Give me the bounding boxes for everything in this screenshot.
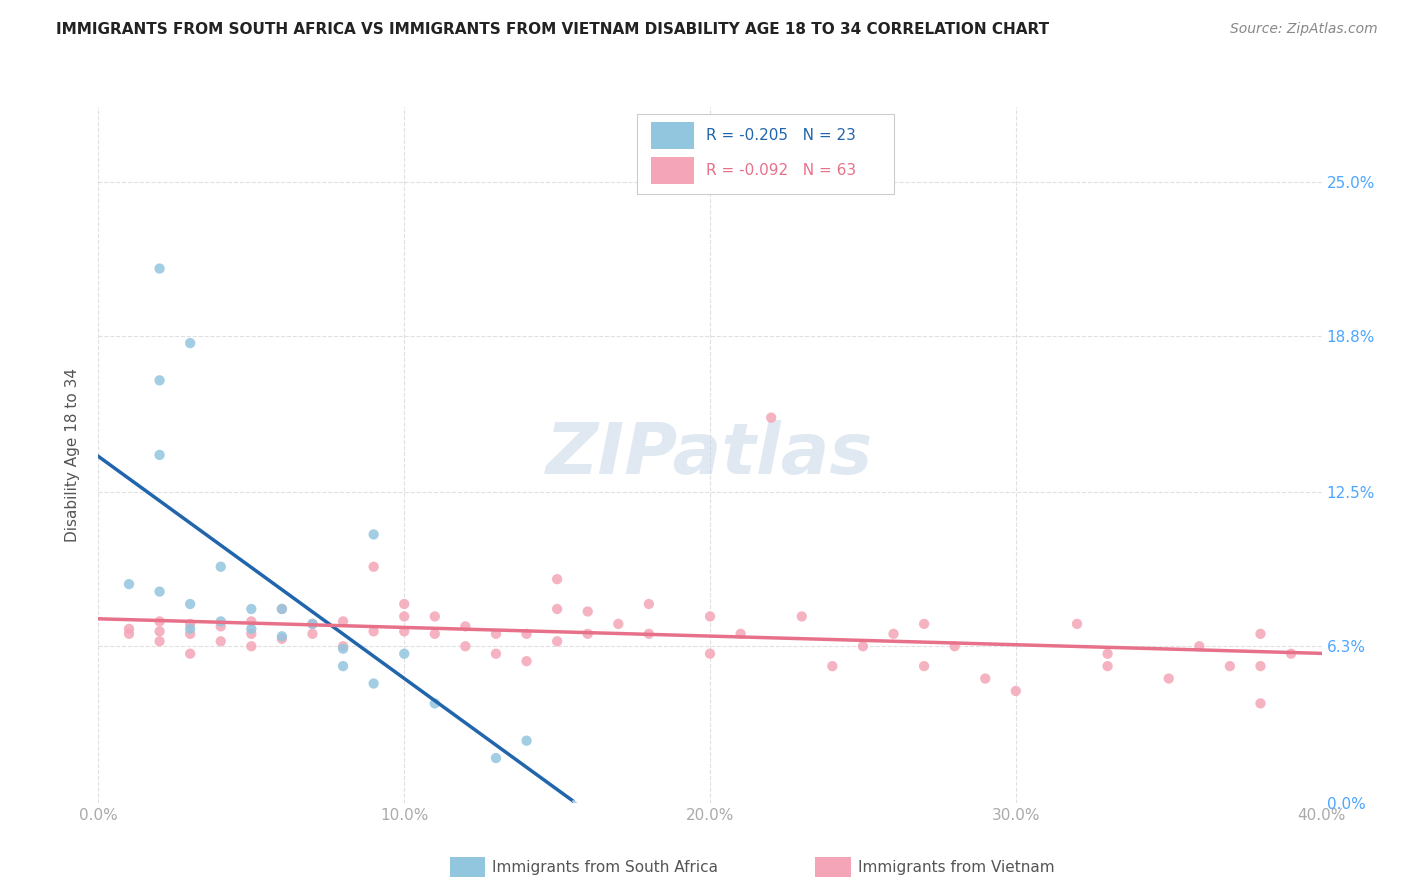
Text: Immigrants from South Africa: Immigrants from South Africa <box>492 860 718 874</box>
Point <box>730 627 752 641</box>
Point <box>301 616 323 631</box>
Text: Source: ZipAtlas.com: Source: ZipAtlas.com <box>1230 22 1378 37</box>
Point <box>912 616 935 631</box>
Point <box>240 615 263 629</box>
Point <box>209 619 232 633</box>
Point <box>1097 659 1119 673</box>
FancyBboxPatch shape <box>651 122 695 149</box>
Point <box>332 639 354 653</box>
Point <box>1004 684 1026 698</box>
Point <box>179 647 201 661</box>
Point <box>240 627 263 641</box>
Point <box>149 634 172 648</box>
Point <box>699 609 721 624</box>
Point <box>363 676 385 690</box>
FancyBboxPatch shape <box>651 157 695 184</box>
Point <box>332 641 354 656</box>
Point <box>179 616 201 631</box>
Point <box>637 597 661 611</box>
Point <box>485 647 508 661</box>
Y-axis label: Disability Age 18 to 34: Disability Age 18 to 34 <box>65 368 80 542</box>
Point <box>392 647 416 661</box>
Point <box>454 639 477 653</box>
Point <box>392 609 416 624</box>
Point <box>118 627 141 641</box>
Point <box>546 634 568 648</box>
Point <box>1249 659 1271 673</box>
Point <box>423 627 446 641</box>
Point <box>607 616 630 631</box>
Point <box>759 410 782 425</box>
Point <box>423 697 446 711</box>
FancyBboxPatch shape <box>637 114 894 194</box>
Point <box>240 622 263 636</box>
Point <box>270 632 292 646</box>
Point <box>179 597 201 611</box>
Point <box>301 616 323 631</box>
Point <box>270 602 292 616</box>
Point <box>118 622 141 636</box>
Point <box>974 672 997 686</box>
Point <box>363 527 385 541</box>
Point <box>392 597 416 611</box>
Point <box>485 751 508 765</box>
Point <box>883 627 905 641</box>
Point <box>1157 672 1180 686</box>
Text: ZIPatlas: ZIPatlas <box>547 420 873 490</box>
Point <box>790 609 813 624</box>
Point <box>637 627 661 641</box>
Point <box>1249 697 1271 711</box>
Point <box>179 336 201 351</box>
Point <box>1249 627 1271 641</box>
Point <box>485 627 508 641</box>
Point <box>576 627 599 641</box>
Point <box>118 577 141 591</box>
Point <box>516 654 538 668</box>
Text: Immigrants from Vietnam: Immigrants from Vietnam <box>858 860 1054 874</box>
Point <box>209 615 232 629</box>
Point <box>301 627 323 641</box>
Text: R = -0.205   N = 23: R = -0.205 N = 23 <box>706 128 856 143</box>
Point <box>363 559 385 574</box>
Point <box>1188 639 1211 653</box>
Point <box>1279 647 1302 661</box>
Point <box>149 261 172 276</box>
Point <box>943 639 966 653</box>
Point <box>332 615 354 629</box>
Point <box>576 605 599 619</box>
Point <box>149 615 172 629</box>
Point <box>546 602 568 616</box>
Point <box>179 622 201 636</box>
Point <box>1219 659 1241 673</box>
Point <box>454 619 477 633</box>
Point <box>546 572 568 586</box>
Point <box>149 584 172 599</box>
Point <box>1097 647 1119 661</box>
Point <box>392 624 416 639</box>
Point <box>852 639 875 653</box>
Point <box>149 624 172 639</box>
Point <box>821 659 844 673</box>
Point <box>209 559 232 574</box>
Point <box>332 659 354 673</box>
Point <box>240 602 263 616</box>
Point <box>270 629 292 643</box>
Point <box>240 639 263 653</box>
Point <box>363 624 385 639</box>
Point <box>270 602 292 616</box>
Point <box>516 733 538 747</box>
Point <box>912 659 935 673</box>
Text: IMMIGRANTS FROM SOUTH AFRICA VS IMMIGRANTS FROM VIETNAM DISABILITY AGE 18 TO 34 : IMMIGRANTS FROM SOUTH AFRICA VS IMMIGRAN… <box>56 22 1049 37</box>
Point <box>516 627 538 641</box>
Point <box>149 448 172 462</box>
Point <box>179 627 201 641</box>
Point <box>1066 616 1088 631</box>
Text: R = -0.092   N = 63: R = -0.092 N = 63 <box>706 163 856 178</box>
Point <box>423 609 446 624</box>
Point <box>699 647 721 661</box>
Point <box>209 634 232 648</box>
Point <box>149 373 172 387</box>
